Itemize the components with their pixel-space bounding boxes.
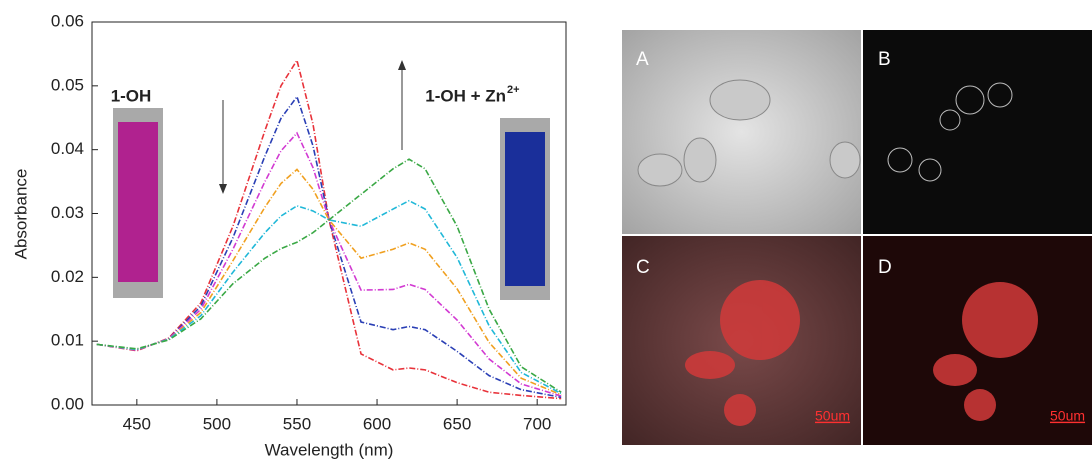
x-tick-label: 650 bbox=[443, 414, 471, 433]
cells bbox=[685, 280, 1038, 426]
spectrum-line bbox=[97, 159, 561, 392]
x-tick-label: 450 bbox=[123, 414, 151, 433]
panel-label: C bbox=[636, 257, 650, 278]
y-tick-label: 0.03 bbox=[51, 203, 84, 222]
y-axis-label: Absorbance bbox=[11, 169, 30, 260]
x-tick-label: 500 bbox=[203, 414, 231, 433]
image-panel bbox=[863, 30, 1092, 234]
y-tick-label: 0.01 bbox=[51, 331, 84, 350]
x-tick-label: 700 bbox=[523, 414, 551, 433]
x-axis-label: Wavelength (nm) bbox=[265, 440, 394, 459]
figure: 1-OH 1-OH + Zn 2+ Wavelength (nm) Absorb… bbox=[0, 0, 1092, 463]
panel-label: A bbox=[636, 49, 649, 70]
scale-bar: 50um bbox=[815, 408, 850, 424]
y-tick-label: 0.05 bbox=[51, 75, 84, 94]
page: 1-OH 1-OH + Zn 2+ Wavelength (nm) Absorb… bbox=[0, 0, 1092, 463]
plot bbox=[97, 60, 561, 398]
y-tick-label: 0.06 bbox=[51, 11, 84, 30]
image-panel bbox=[622, 30, 861, 234]
annotation-sup: 2+ bbox=[507, 84, 520, 96]
plot-frame bbox=[92, 22, 566, 405]
spectrum-line bbox=[97, 201, 561, 394]
cuvette-liquid bbox=[118, 122, 158, 282]
x-tick-label: 550 bbox=[283, 414, 311, 433]
scale-bar: 50um bbox=[1050, 408, 1085, 424]
arrow-head bbox=[219, 184, 227, 194]
x-tick-label: 600 bbox=[363, 414, 391, 433]
y-tick-label: 0.04 bbox=[51, 139, 84, 158]
y-tick-label: 0.00 bbox=[51, 394, 84, 413]
y-tick-label: 0.02 bbox=[51, 267, 84, 286]
annotation: 1-OH + Zn bbox=[425, 86, 506, 105]
annotation: 1-OH bbox=[111, 86, 152, 105]
cuvette-liquid bbox=[505, 132, 545, 286]
spectrum-line bbox=[97, 60, 561, 398]
arrow-head bbox=[398, 60, 406, 70]
panel-label: B bbox=[878, 49, 891, 70]
spectrum-line bbox=[97, 97, 561, 398]
spectrum-line bbox=[97, 133, 561, 396]
panel-label: D bbox=[878, 257, 892, 278]
